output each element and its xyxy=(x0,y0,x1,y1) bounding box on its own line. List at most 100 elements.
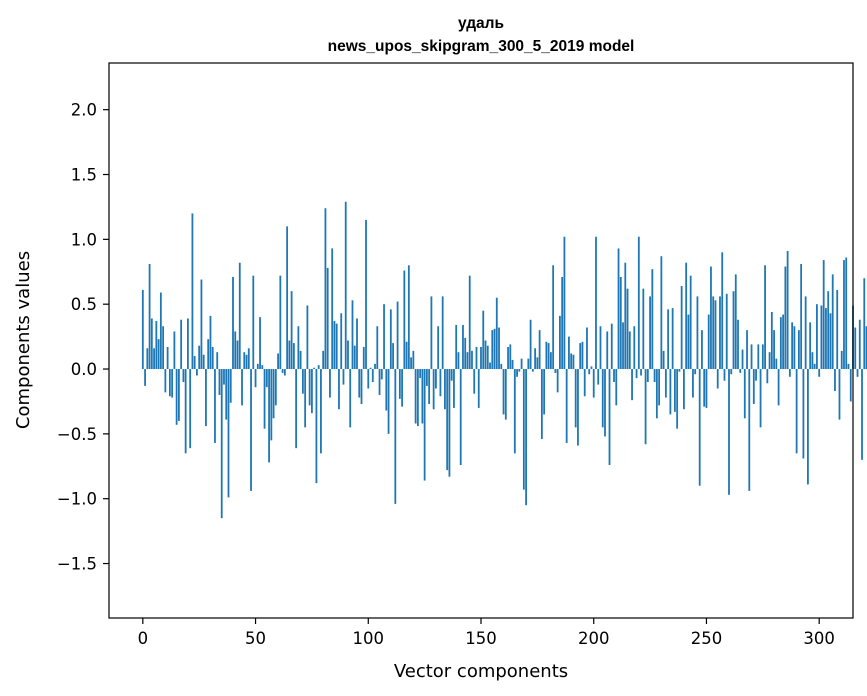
bar-297 xyxy=(811,352,814,370)
bar-141 xyxy=(459,369,462,465)
bar-108 xyxy=(385,369,388,411)
bar-151 xyxy=(482,310,485,370)
bar-105 xyxy=(378,369,381,395)
bar-54 xyxy=(263,369,266,429)
bar-94 xyxy=(353,345,356,370)
x-axis-label: Vector components xyxy=(394,661,568,682)
bar-185 xyxy=(559,315,561,370)
bar-34 xyxy=(218,369,221,395)
bar-172 xyxy=(529,319,532,370)
bar-294 xyxy=(804,296,807,370)
bar-197 xyxy=(586,327,588,370)
bar-12 xyxy=(168,369,171,397)
bar-236 xyxy=(673,369,676,412)
bar-209 xyxy=(613,369,615,382)
bar-179 xyxy=(545,341,548,370)
bar-277 xyxy=(766,369,769,384)
bar-228 xyxy=(655,369,658,419)
bar-73 xyxy=(306,305,309,370)
bar-307 xyxy=(834,369,836,392)
bar-26 xyxy=(200,279,203,370)
bar-90 xyxy=(344,201,347,370)
bar-210 xyxy=(615,369,618,406)
bar-69 xyxy=(297,326,300,370)
bar-180 xyxy=(547,343,550,370)
bar-132 xyxy=(439,369,442,397)
bar-251 xyxy=(707,314,710,370)
bar-11 xyxy=(166,346,169,370)
bar-196 xyxy=(583,369,586,397)
bar-304 xyxy=(827,291,830,370)
bar-238 xyxy=(678,369,681,372)
bar-263 xyxy=(734,274,737,370)
bar-134 xyxy=(444,369,446,410)
bar-76 xyxy=(313,367,316,370)
bar-268 xyxy=(746,330,748,370)
bar-321 xyxy=(865,326,867,370)
bar-9 xyxy=(162,326,165,370)
bar-174 xyxy=(534,348,537,370)
bar-183 xyxy=(554,369,557,373)
bar-65 xyxy=(288,340,291,370)
bar-207 xyxy=(608,369,611,465)
bar-123 xyxy=(419,369,422,379)
bar-299 xyxy=(816,304,818,370)
bar-248 xyxy=(701,330,703,370)
bar-63 xyxy=(283,369,286,376)
bar-319 xyxy=(861,369,863,460)
bar-70 xyxy=(299,350,302,370)
bar-129 xyxy=(432,369,435,410)
bar-117 xyxy=(405,341,408,370)
bar-154 xyxy=(489,362,491,370)
x-axis: 0 50 100 150 200 250 300 xyxy=(138,618,835,648)
bar-165 xyxy=(513,369,516,454)
bar-119 xyxy=(410,357,413,370)
bar-42 xyxy=(236,340,239,370)
bar-289 xyxy=(793,326,796,370)
bar-310 xyxy=(840,350,843,370)
bar-97 xyxy=(360,369,363,405)
bar-75 xyxy=(311,369,313,414)
bar-265 xyxy=(739,369,742,373)
bar-13 xyxy=(171,369,174,398)
bar-224 xyxy=(646,369,649,382)
bar-167 xyxy=(518,369,521,372)
bar-55 xyxy=(265,369,268,388)
x-tick-label: 300 xyxy=(803,629,835,648)
bar-182 xyxy=(552,265,555,370)
bar-186 xyxy=(561,276,564,370)
bar-190 xyxy=(570,353,573,370)
bar-22 xyxy=(191,213,194,370)
bar-318 xyxy=(858,319,861,370)
bar-213 xyxy=(622,322,624,370)
y-tick-label: 1.5 xyxy=(71,166,97,185)
bar-41 xyxy=(234,331,237,370)
bar-83 xyxy=(329,369,331,398)
bar-279 xyxy=(770,311,773,370)
bar-252 xyxy=(710,266,712,370)
bar-28 xyxy=(205,369,207,427)
bar-131 xyxy=(437,326,440,370)
bar-256 xyxy=(719,296,721,370)
bar-21 xyxy=(189,369,192,449)
bar-116 xyxy=(403,270,406,370)
y-axis-label: Components values xyxy=(13,251,34,429)
bar-139 xyxy=(455,324,458,370)
bar-169 xyxy=(522,369,525,490)
bar-148 xyxy=(475,346,478,370)
bar-204 xyxy=(601,369,604,428)
bar-177 xyxy=(540,369,543,440)
bar-152 xyxy=(484,340,487,370)
bar-107 xyxy=(383,304,385,370)
bar-240 xyxy=(683,369,685,410)
bar-257 xyxy=(721,252,724,370)
bar-301 xyxy=(820,305,823,370)
bar-47 xyxy=(247,348,250,370)
bar-44 xyxy=(241,369,243,406)
bar-273 xyxy=(757,344,760,370)
bar-14 xyxy=(173,331,176,370)
bar-115 xyxy=(401,369,403,407)
bar-194 xyxy=(579,343,582,370)
bar-86 xyxy=(335,323,338,370)
